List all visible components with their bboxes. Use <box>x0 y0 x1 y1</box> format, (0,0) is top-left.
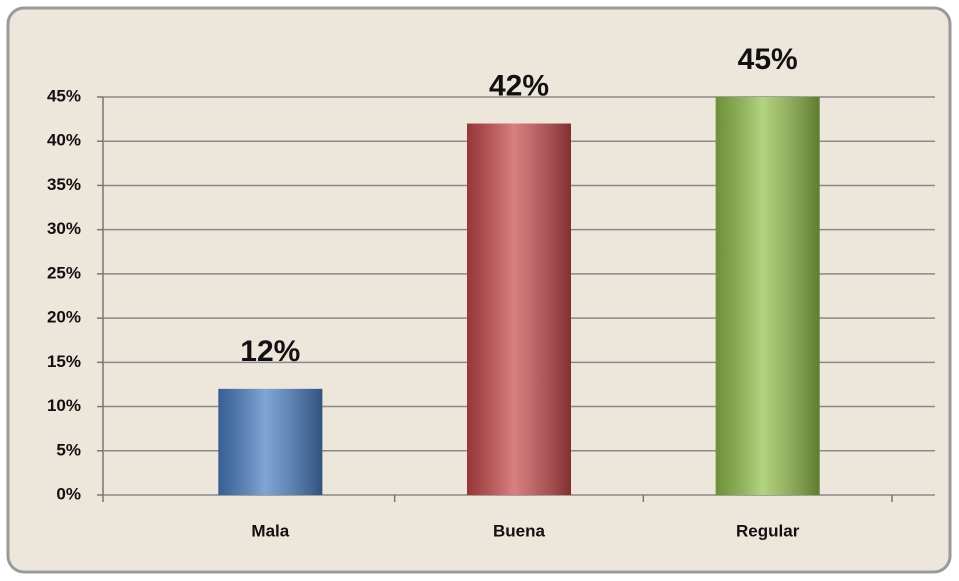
bar-shine <box>467 123 571 496</box>
x-tick-label: Buena <box>493 521 546 540</box>
y-tick-label: 0% <box>56 484 81 503</box>
data-label: 45% <box>738 43 798 76</box>
y-tick-label: 15% <box>47 352 81 371</box>
y-tick-label: 20% <box>47 308 81 327</box>
data-label: 12% <box>240 335 300 368</box>
x-tick-label: Mala <box>251 521 289 540</box>
y-tick-label: 25% <box>47 263 81 282</box>
bar-shine <box>715 97 820 495</box>
y-tick-label: 5% <box>56 440 81 459</box>
data-label: 42% <box>489 69 549 102</box>
y-tick-label: 45% <box>47 86 81 105</box>
y-tick-label: 30% <box>47 219 81 238</box>
y-tick-label: 35% <box>47 175 81 194</box>
x-tick-label: Regular <box>736 521 800 540</box>
y-tick-label: 40% <box>47 131 81 150</box>
bar-shine <box>218 388 323 495</box>
y-tick-label: 10% <box>47 396 81 415</box>
